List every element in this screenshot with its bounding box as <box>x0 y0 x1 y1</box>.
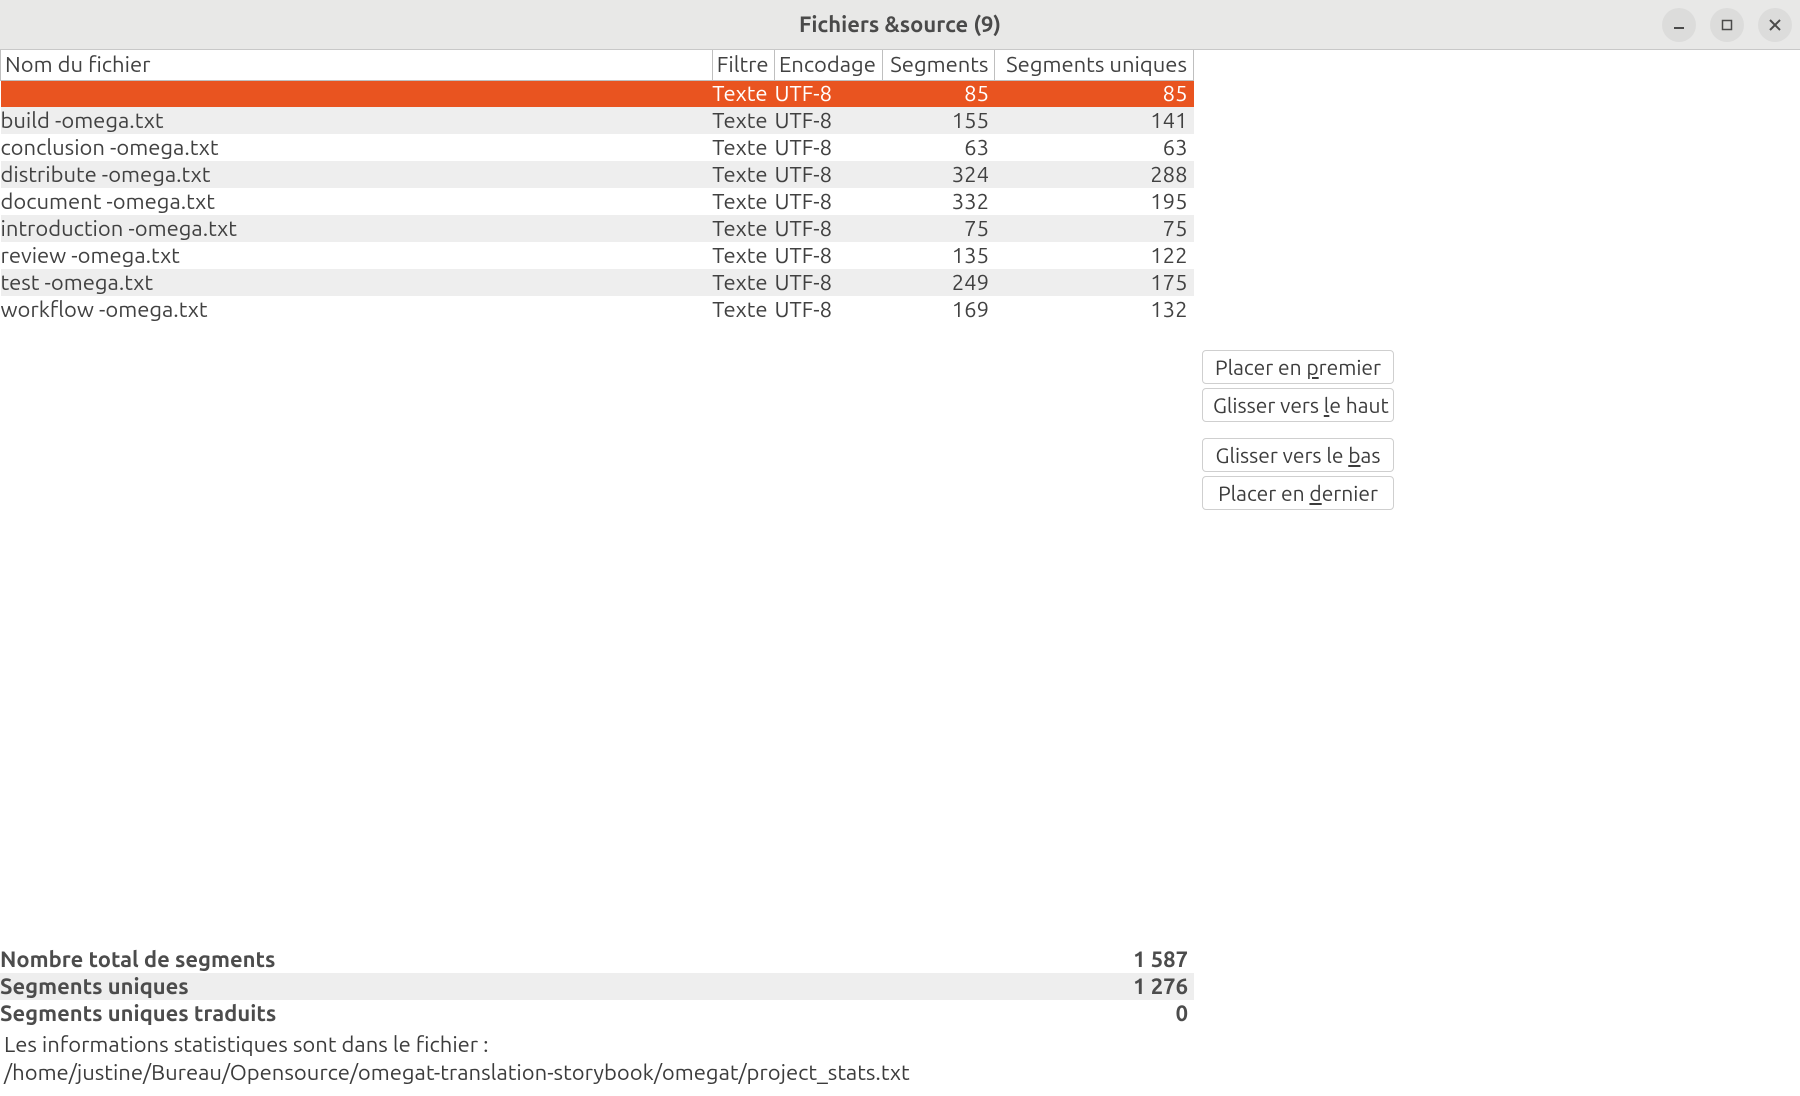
table-row[interactable]: introduction -omega.txtTexteUTF-87575 <box>1 215 1194 242</box>
move-down-button[interactable]: Glisser vers le bas <box>1202 438 1394 472</box>
cell-filter: Texte <box>712 269 774 296</box>
cell-segments: 169 <box>883 296 995 323</box>
move-up-button[interactable]: Glisser vers le haut <box>1202 388 1394 422</box>
cell-encoding: UTF-8 <box>774 215 882 242</box>
cell-segments: 155 <box>883 107 995 134</box>
table-row[interactable]: build -omega.txtTexteUTF-8155141 <box>1 107 1194 134</box>
cell-encoding: UTF-8 <box>774 161 882 188</box>
cell-name <box>1 80 713 107</box>
summary-value: 0 <box>955 1000 1194 1027</box>
cell-encoding: UTF-8 <box>774 134 882 161</box>
cell-unique: 85 <box>995 80 1194 107</box>
cell-filter: Texte <box>712 161 774 188</box>
cell-unique: 288 <box>995 161 1194 188</box>
col-header-encoding[interactable]: Encodage <box>774 50 882 80</box>
cell-encoding: UTF-8 <box>774 188 882 215</box>
cell-name: conclusion -omega.txt <box>1 134 713 161</box>
files-table[interactable]: Nom du fichier Filtre Encodage Segments … <box>0 50 1194 323</box>
minimize-button[interactable] <box>1662 8 1696 42</box>
summary-table: Nombre total de segments1 587Segments un… <box>0 946 1194 1027</box>
cell-filter: Texte <box>712 215 774 242</box>
summary-row: Segments uniques1 276 <box>0 973 1194 1000</box>
cell-filter: Texte <box>712 296 774 323</box>
cell-name: build -omega.txt <box>1 107 713 134</box>
window: Fichiers &source (9) <box>0 0 1800 1096</box>
summary-row: Nombre total de segments1 587 <box>0 946 1194 973</box>
cell-name: workflow -omega.txt <box>1 296 713 323</box>
summary-value: 1 587 <box>955 946 1194 973</box>
stats-file-info-line2: /home/justine/Bureau/Opensource/omegat-t… <box>4 1059 1190 1088</box>
cell-unique: 132 <box>995 296 1194 323</box>
window-title: Fichiers &source (9) <box>0 12 1800 37</box>
summary-value: 1 276 <box>955 973 1194 1000</box>
summary-label: Segments uniques traduits <box>0 1000 955 1027</box>
cell-unique: 141 <box>995 107 1194 134</box>
cell-segments: 85 <box>883 80 995 107</box>
cell-name: review -omega.txt <box>1 242 713 269</box>
cell-unique: 195 <box>995 188 1194 215</box>
col-header-filter[interactable]: Filtre <box>712 50 774 80</box>
col-header-unique[interactable]: Segments uniques <box>995 50 1194 80</box>
move-last-button[interactable]: Placer en dernier <box>1202 476 1394 510</box>
cell-unique: 63 <box>995 134 1194 161</box>
cell-filter: Texte <box>712 134 774 161</box>
files-table-empty-area <box>0 323 1194 946</box>
close-icon <box>1768 18 1782 32</box>
summary-label: Segments uniques <box>0 973 955 1000</box>
summary: Nombre total de segments1 587Segments un… <box>0 946 1194 1027</box>
button-group-spacer <box>1202 426 1394 434</box>
cell-encoding: UTF-8 <box>774 107 882 134</box>
cell-segments: 63 <box>883 134 995 161</box>
main-row: Nom du fichier Filtre Encodage Segments … <box>0 50 1800 1096</box>
cell-name: introduction -omega.txt <box>1 215 713 242</box>
titlebar: Fichiers &source (9) <box>0 0 1800 50</box>
content: Nom du fichier Filtre Encodage Segments … <box>0 50 1800 1096</box>
table-row[interactable]: distribute -omega.txtTexteUTF-8324288 <box>1 161 1194 188</box>
minimize-icon <box>1672 18 1686 32</box>
move-first-button[interactable]: Placer en premier <box>1202 350 1394 384</box>
files-table-wrap: Nom du fichier Filtre Encodage Segments … <box>0 50 1194 1096</box>
cell-unique: 122 <box>995 242 1194 269</box>
cell-segments: 332 <box>883 188 995 215</box>
cell-filter: Texte <box>712 80 774 107</box>
table-row[interactable]: TexteUTF-88585 <box>1 80 1194 107</box>
table-row[interactable]: workflow -omega.txtTexteUTF-8169132 <box>1 296 1194 323</box>
maximize-icon <box>1720 18 1734 32</box>
stats-file-info: Les informations statistiques sont dans … <box>0 1027 1194 1096</box>
cell-encoding: UTF-8 <box>774 269 882 296</box>
summary-row: Segments uniques traduits0 <box>0 1000 1194 1027</box>
maximize-button[interactable] <box>1710 8 1744 42</box>
cell-name: distribute -omega.txt <box>1 161 713 188</box>
summary-label: Nombre total de segments <box>0 946 955 973</box>
cell-segments: 324 <box>883 161 995 188</box>
col-header-name[interactable]: Nom du fichier <box>1 50 713 80</box>
cell-encoding: UTF-8 <box>774 80 882 107</box>
reorder-buttons: Placer en premier Glisser vers le haut G… <box>1194 50 1400 1096</box>
cell-name: document -omega.txt <box>1 188 713 215</box>
table-row[interactable]: test -omega.txtTexteUTF-8249175 <box>1 269 1194 296</box>
cell-filter: Texte <box>712 188 774 215</box>
cell-segments: 135 <box>883 242 995 269</box>
table-row[interactable]: document -omega.txtTexteUTF-8332195 <box>1 188 1194 215</box>
cell-encoding: UTF-8 <box>774 296 882 323</box>
cell-filter: Texte <box>712 107 774 134</box>
cell-unique: 175 <box>995 269 1194 296</box>
col-header-segments[interactable]: Segments <box>883 50 995 80</box>
stats-file-info-line1: Les informations statistiques sont dans … <box>4 1031 1190 1060</box>
table-row[interactable]: review -omega.txtTexteUTF-8135122 <box>1 242 1194 269</box>
cell-filter: Texte <box>712 242 774 269</box>
cell-unique: 75 <box>995 215 1194 242</box>
cell-segments: 75 <box>883 215 995 242</box>
table-row[interactable]: conclusion -omega.txtTexteUTF-86363 <box>1 134 1194 161</box>
cell-name: test -omega.txt <box>1 269 713 296</box>
window-controls <box>1662 8 1792 42</box>
files-table-header-row: Nom du fichier Filtre Encodage Segments … <box>1 50 1194 80</box>
cell-segments: 249 <box>883 269 995 296</box>
cell-encoding: UTF-8 <box>774 242 882 269</box>
close-button[interactable] <box>1758 8 1792 42</box>
